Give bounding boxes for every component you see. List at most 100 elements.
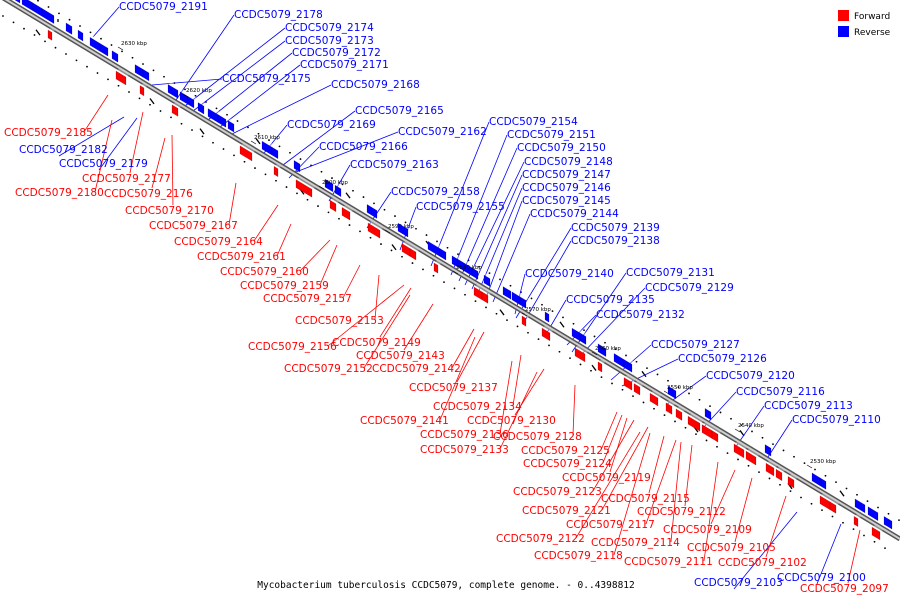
minor-tick-dot (863, 534, 865, 537)
gene-block-highlight (228, 118, 237, 125)
gene-label[interactable]: CCDC5079_2191 (119, 1, 208, 13)
gene-label[interactable]: CCDC5079_2163 (350, 159, 439, 171)
gene-label[interactable]: CCDC5079_2164 (174, 236, 263, 248)
gene-label[interactable]: CCDC5079_2146 (522, 182, 611, 194)
gene-label[interactable]: CCDC5079_2100 (777, 572, 866, 584)
gene-label[interactable]: CCDC5079_2145 (522, 195, 611, 207)
gene-label[interactable]: CCDC5079_2152 (284, 363, 373, 375)
gene-label[interactable]: CCDC5079_2129 (645, 282, 734, 294)
gene-label[interactable]: CCDC5079_2160 (220, 266, 309, 278)
gene-label[interactable]: CCDC5079_2153 (295, 315, 384, 327)
gene-label[interactable]: CCDC5079_2141 (360, 415, 449, 427)
gene-block-highlight (580, 330, 589, 337)
gene-label[interactable]: CCDC5079_2119 (562, 472, 651, 484)
gene-label[interactable]: CCDC5079_2147 (522, 169, 611, 181)
gene-label[interactable]: CCDC5079_2161 (197, 251, 286, 263)
gene-label[interactable]: CCDC5079_2159 (240, 280, 329, 292)
gene-label[interactable]: CCDC5079_2177 (82, 173, 171, 185)
gene-label[interactable]: CCDC5079_2138 (571, 235, 660, 247)
leader-line (151, 78, 223, 86)
gene-label[interactable]: CCDC5079_2162 (398, 126, 487, 138)
gene-label[interactable]: CCDC5079_2150 (517, 142, 606, 154)
leader-line (575, 431, 641, 539)
minor-tick-dot (635, 360, 638, 363)
gene-label[interactable]: CCDC5079_2113 (764, 400, 853, 412)
gene-label[interactable]: CCDC5079_2178 (234, 9, 323, 21)
minor-tick-dot (117, 84, 120, 87)
gene-label[interactable]: CCDC5079_2176 (104, 188, 193, 200)
gene-label[interactable]: CCDC5079_2155 (416, 201, 505, 213)
gene-label[interactable]: CCDC5079_2123 (513, 486, 602, 498)
gene-label[interactable]: CCDC5079_2154 (489, 116, 578, 128)
gene-label[interactable]: CCDC5079_2157 (263, 293, 352, 305)
kbp-tick-label: 2620 kbp (186, 88, 212, 94)
gene-label[interactable]: CCDC5079_2105 (687, 542, 776, 554)
reverse-gene-block (667, 385, 677, 400)
gene-label[interactable]: CCDC5079_2130 (467, 415, 556, 427)
leader-line (430, 121, 490, 267)
gene-label[interactable]: CCDC5079_2174 (285, 22, 374, 34)
gene-block-highlight (884, 514, 895, 522)
gene-label[interactable]: CCDC5079_2180 (15, 187, 104, 199)
gene-label[interactable]: CCDC5079_2102 (718, 557, 807, 569)
gene-label[interactable]: CCDC5079_2156 (248, 341, 337, 353)
leader-line (648, 435, 665, 494)
gene-label[interactable]: CCDC5079_2144 (530, 208, 619, 220)
gene-label[interactable]: CCDC5079_2111 (624, 556, 713, 568)
gene-block-highlight (90, 35, 103, 44)
forward-gene-block (775, 468, 783, 482)
gene-label[interactable]: CCDC5079_2170 (125, 205, 214, 217)
gene-label[interactable]: CCDC5079_2125 (521, 445, 610, 457)
gene-label[interactable]: CCDC5079_2134 (433, 401, 522, 413)
gene-label[interactable]: CCDC5079_2185 (4, 127, 93, 139)
gene-label[interactable]: CCDC5079_2128 (493, 431, 582, 443)
gene-label[interactable]: CCDC5079_2168 (331, 79, 420, 91)
gene-label[interactable]: CCDC5079_2124 (523, 458, 612, 470)
gene-label[interactable]: CCDC5079_2118 (534, 550, 623, 562)
gene-label[interactable]: CCDC5079_2142 (372, 363, 461, 375)
gene-label[interactable]: CCDC5079_2148 (524, 156, 613, 168)
kbp-tick-label: 2570 kbp (525, 307, 551, 313)
gene-label[interactable]: CCDC5079_2114 (591, 537, 680, 549)
gene-label[interactable]: CCDC5079_2169 (287, 119, 376, 131)
gene-label[interactable]: CCDC5079_2136 (420, 429, 509, 441)
minor-tick-dot (600, 376, 603, 379)
gene-label[interactable]: CCDC5079_2158 (391, 186, 480, 198)
gene-label[interactable]: CCDC5079_2137 (409, 382, 498, 394)
gene-label[interactable]: CCDC5079_2132 (596, 309, 685, 321)
gene-label[interactable]: CCDC5079_2115 (601, 493, 690, 505)
gene-label[interactable]: CCDC5079_2167 (149, 220, 238, 232)
minor-tick-dot (537, 338, 540, 341)
gene-label[interactable]: CCDC5079_2097 (800, 583, 889, 595)
gene-label[interactable]: CCDC5079_2179 (59, 158, 148, 170)
gene-label[interactable]: CCDC5079_2127 (651, 339, 740, 351)
gene-label[interactable]: CCDC5079_2126 (678, 353, 767, 365)
gene-label[interactable]: CCDC5079_2140 (525, 268, 614, 280)
gene-label[interactable]: CCDC5079_2166 (319, 141, 408, 153)
gene-label[interactable]: CCDC5079_2133 (420, 444, 509, 456)
gene-label[interactable]: CCDC5079_2109 (663, 524, 752, 536)
gene-label[interactable]: CCDC5079_2121 (522, 505, 611, 517)
gene-label[interactable]: CCDC5079_2143 (356, 350, 445, 362)
gene-label[interactable]: CCDC5079_2173 (285, 35, 374, 47)
gene-label[interactable]: CCDC5079_2117 (566, 519, 655, 531)
gene-label[interactable]: CCDC5079_2139 (571, 222, 660, 234)
gene-label[interactable]: CCDC5079_2151 (507, 129, 596, 141)
gene-label[interactable]: CCDC5079_2116 (736, 386, 825, 398)
gene-label[interactable]: CCDC5079_2135 (566, 294, 655, 306)
gene-label[interactable]: CCDC5079_2110 (792, 414, 881, 426)
gene-label[interactable]: CCDC5079_2172 (292, 47, 381, 59)
leader-line (175, 14, 235, 101)
gene-label[interactable]: CCDC5079_2165 (355, 105, 444, 117)
gene-label[interactable]: CCDC5079_2122 (496, 533, 585, 545)
gene-label[interactable]: CCDC5079_2112 (637, 506, 726, 518)
gene-label[interactable]: CCDC5079_2131 (626, 267, 715, 279)
forward-gene-block (541, 327, 551, 342)
gene-label[interactable]: CCDC5079_2182 (19, 144, 108, 156)
gene-label[interactable]: CCDC5079_2171 (300, 59, 389, 71)
gene-label[interactable]: CCDC5079_2103 (694, 577, 783, 589)
gene-block-highlight (32, 0, 45, 9)
gene-label[interactable]: CCDC5079_2175 (222, 73, 311, 85)
gene-label[interactable]: CCDC5079_2149 (332, 337, 421, 349)
gene-label[interactable]: CCDC5079_2120 (706, 370, 795, 382)
